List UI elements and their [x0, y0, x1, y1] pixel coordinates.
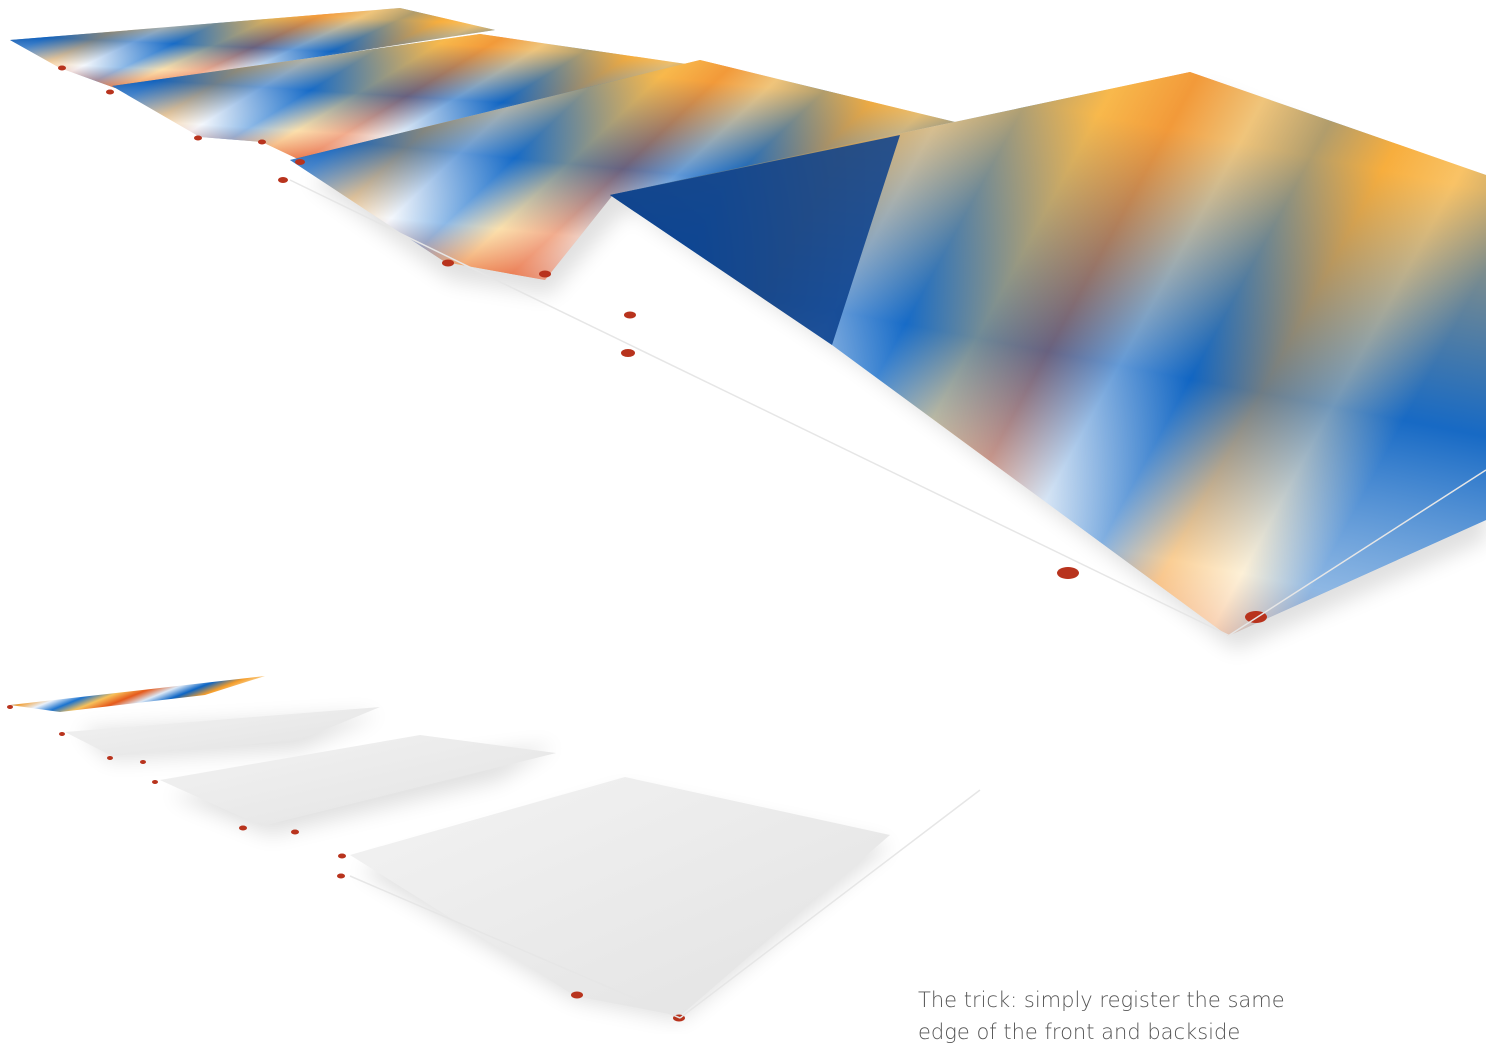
ruler-lines — [289, 179, 1486, 1019]
caption: The trick: simply register the same edge… — [918, 984, 1438, 1048]
terrain-sheets — [10, 8, 1486, 712]
caption-line: edge of the front and backside — [918, 1020, 1241, 1044]
caption-line: The trick: simply register the same — [918, 988, 1285, 1012]
blank-sheets — [65, 707, 890, 1016]
